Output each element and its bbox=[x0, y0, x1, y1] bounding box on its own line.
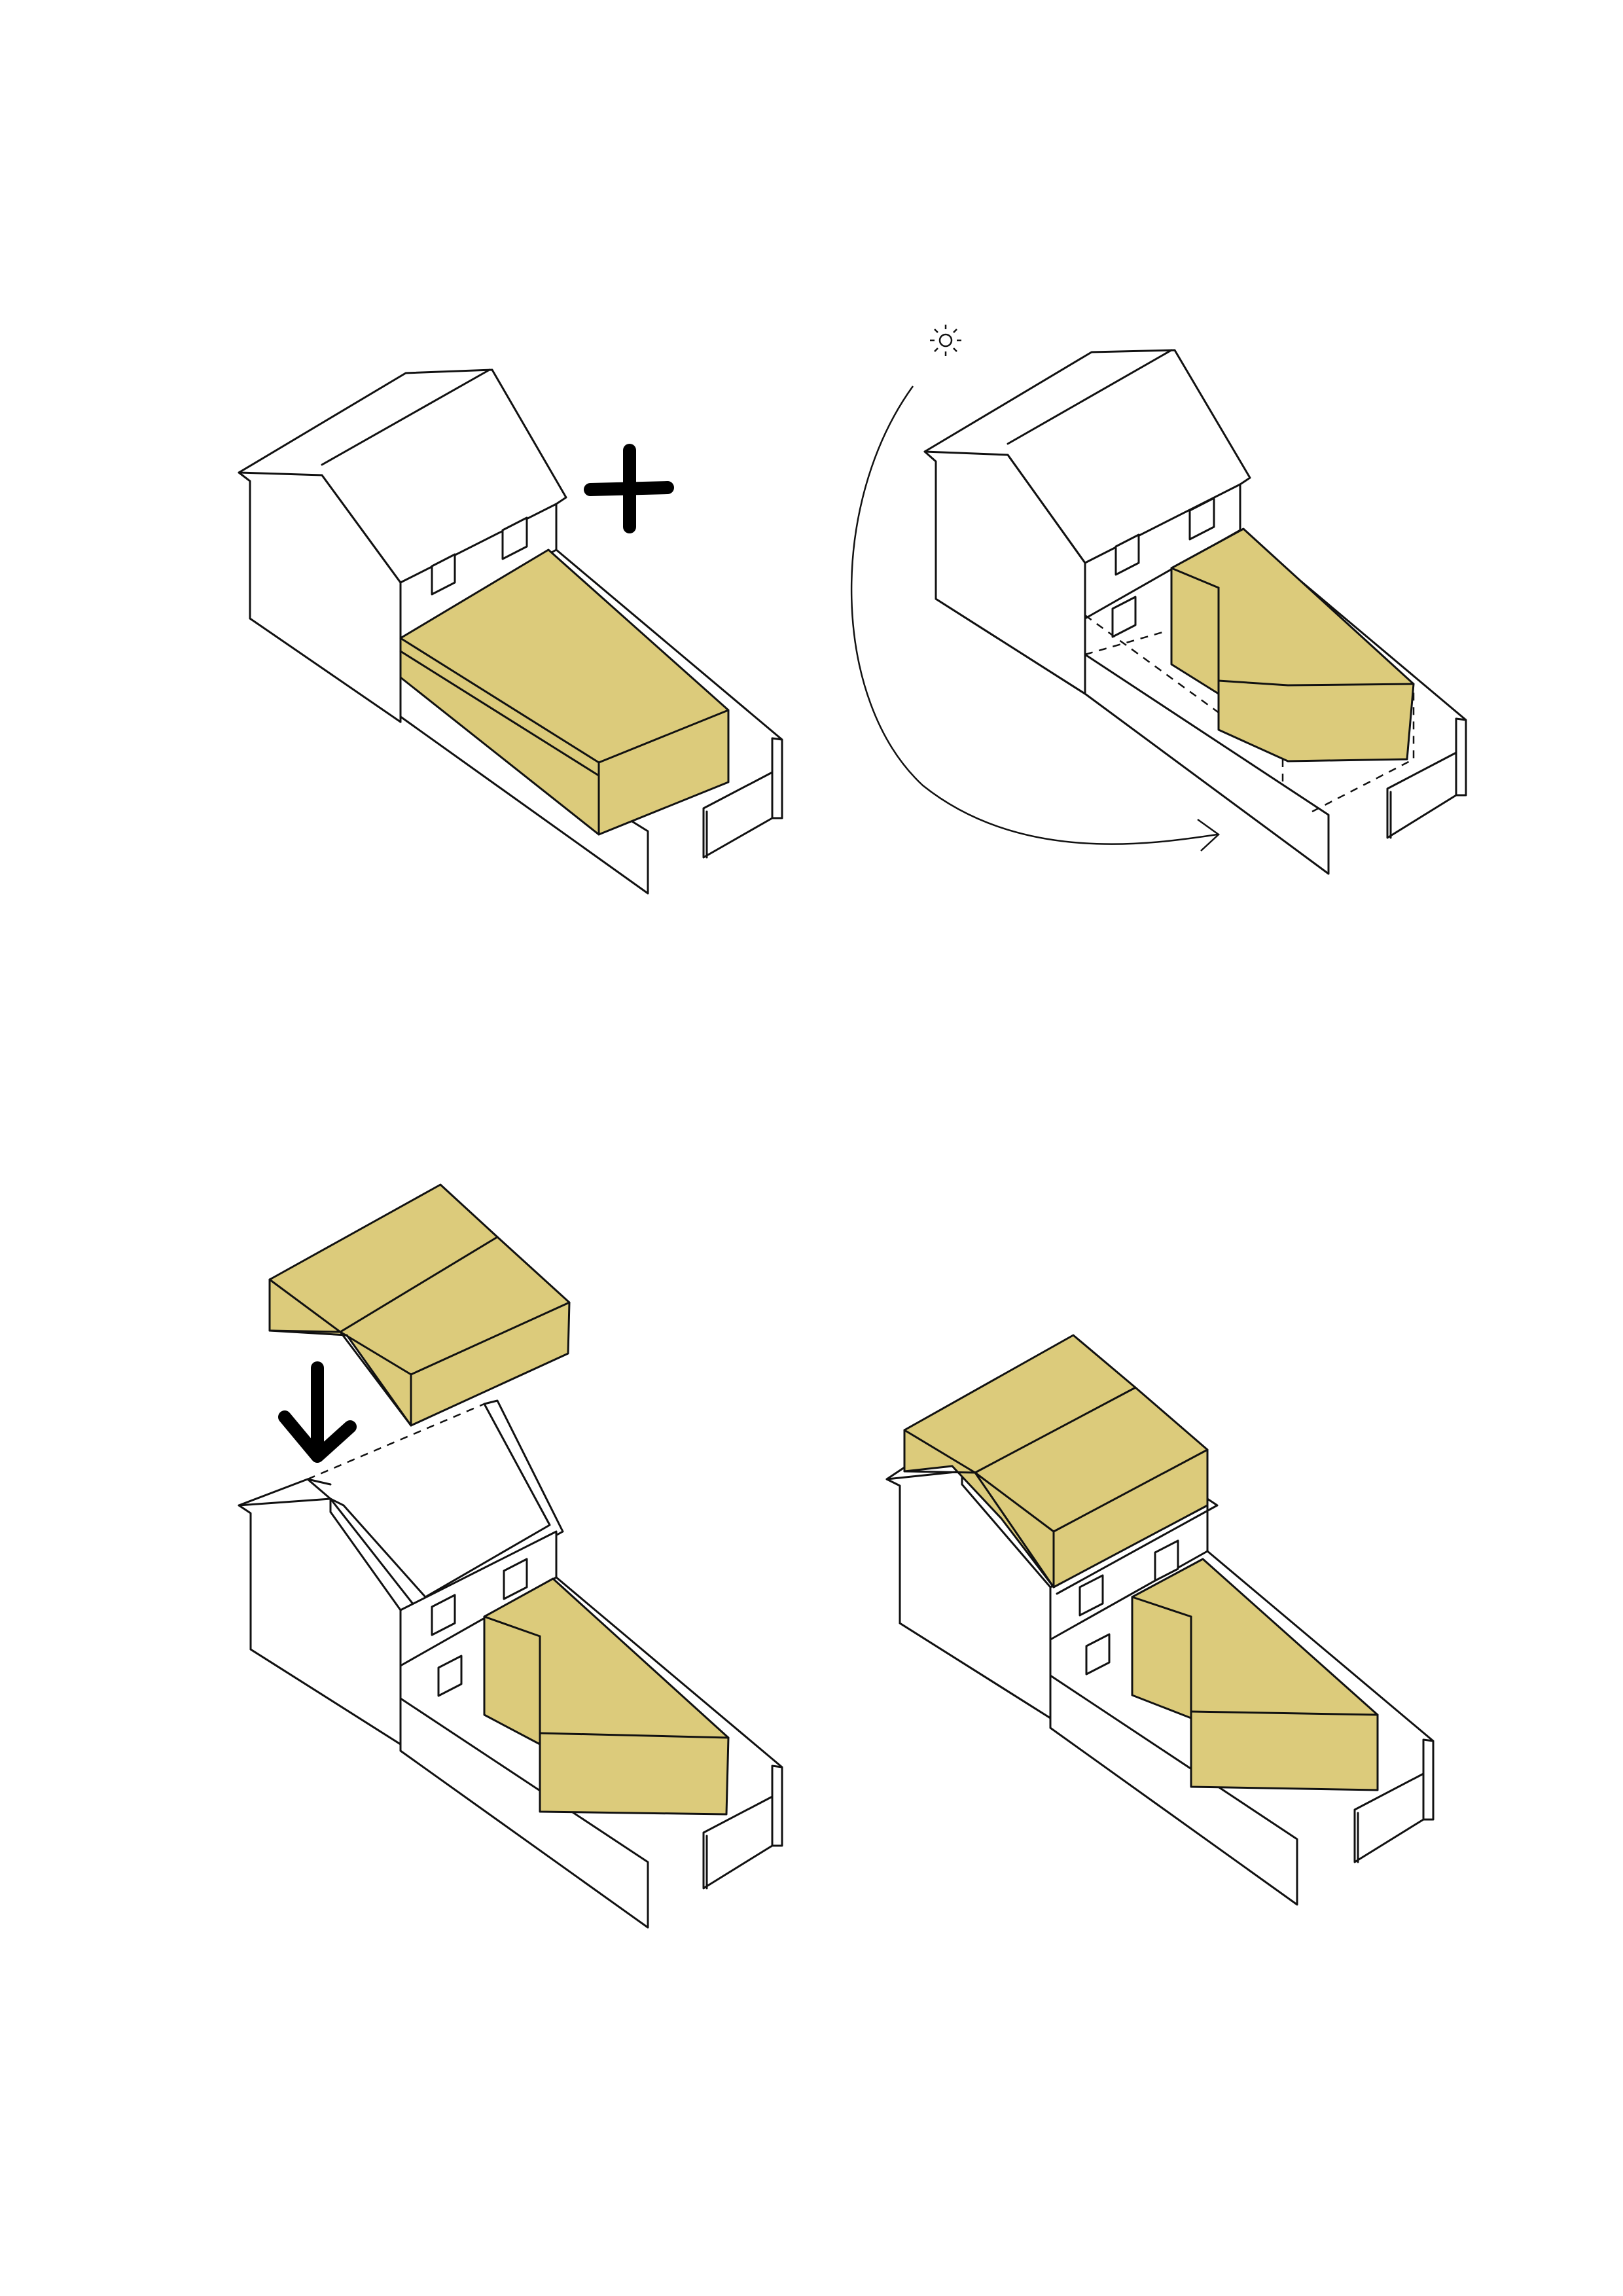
window bbox=[1154, 1539, 1179, 1582]
extension-volume bbox=[399, 548, 730, 836]
panel-4-final bbox=[885, 1334, 1435, 1906]
window bbox=[431, 553, 456, 596]
sun-path-arc bbox=[850, 386, 1218, 845]
house-side-wall bbox=[238, 1498, 402, 1746]
panel-2-sun-path bbox=[850, 325, 1467, 875]
window bbox=[1115, 533, 1140, 576]
extension-volume bbox=[1170, 528, 1415, 762]
boundary-wall-right bbox=[702, 771, 774, 859]
arrow-down-icon bbox=[278, 1361, 357, 1463]
window bbox=[501, 516, 528, 560]
window bbox=[1111, 596, 1137, 638]
roof-volume bbox=[885, 1334, 1219, 1595]
sun-icon bbox=[930, 325, 961, 356]
arrow-head bbox=[1197, 818, 1220, 852]
boundary-wall-right bbox=[702, 1795, 774, 1890]
window bbox=[431, 1594, 456, 1636]
extension-volume bbox=[1131, 1558, 1379, 1791]
roof-volume bbox=[268, 1183, 571, 1427]
panel-3-roof-lowered bbox=[238, 1183, 783, 1929]
extension-volume bbox=[483, 1577, 730, 1816]
window bbox=[437, 1655, 463, 1697]
window bbox=[503, 1558, 528, 1600]
window bbox=[1188, 497, 1215, 541]
window bbox=[1079, 1574, 1104, 1617]
plus-icon bbox=[584, 444, 674, 533]
window bbox=[1085, 1633, 1111, 1676]
panel-1-add-extension bbox=[238, 368, 783, 895]
boundary-wall-left bbox=[1084, 653, 1330, 875]
boundary-wall-right bbox=[1353, 1772, 1425, 1863]
boundary-wall-right bbox=[1386, 751, 1457, 839]
